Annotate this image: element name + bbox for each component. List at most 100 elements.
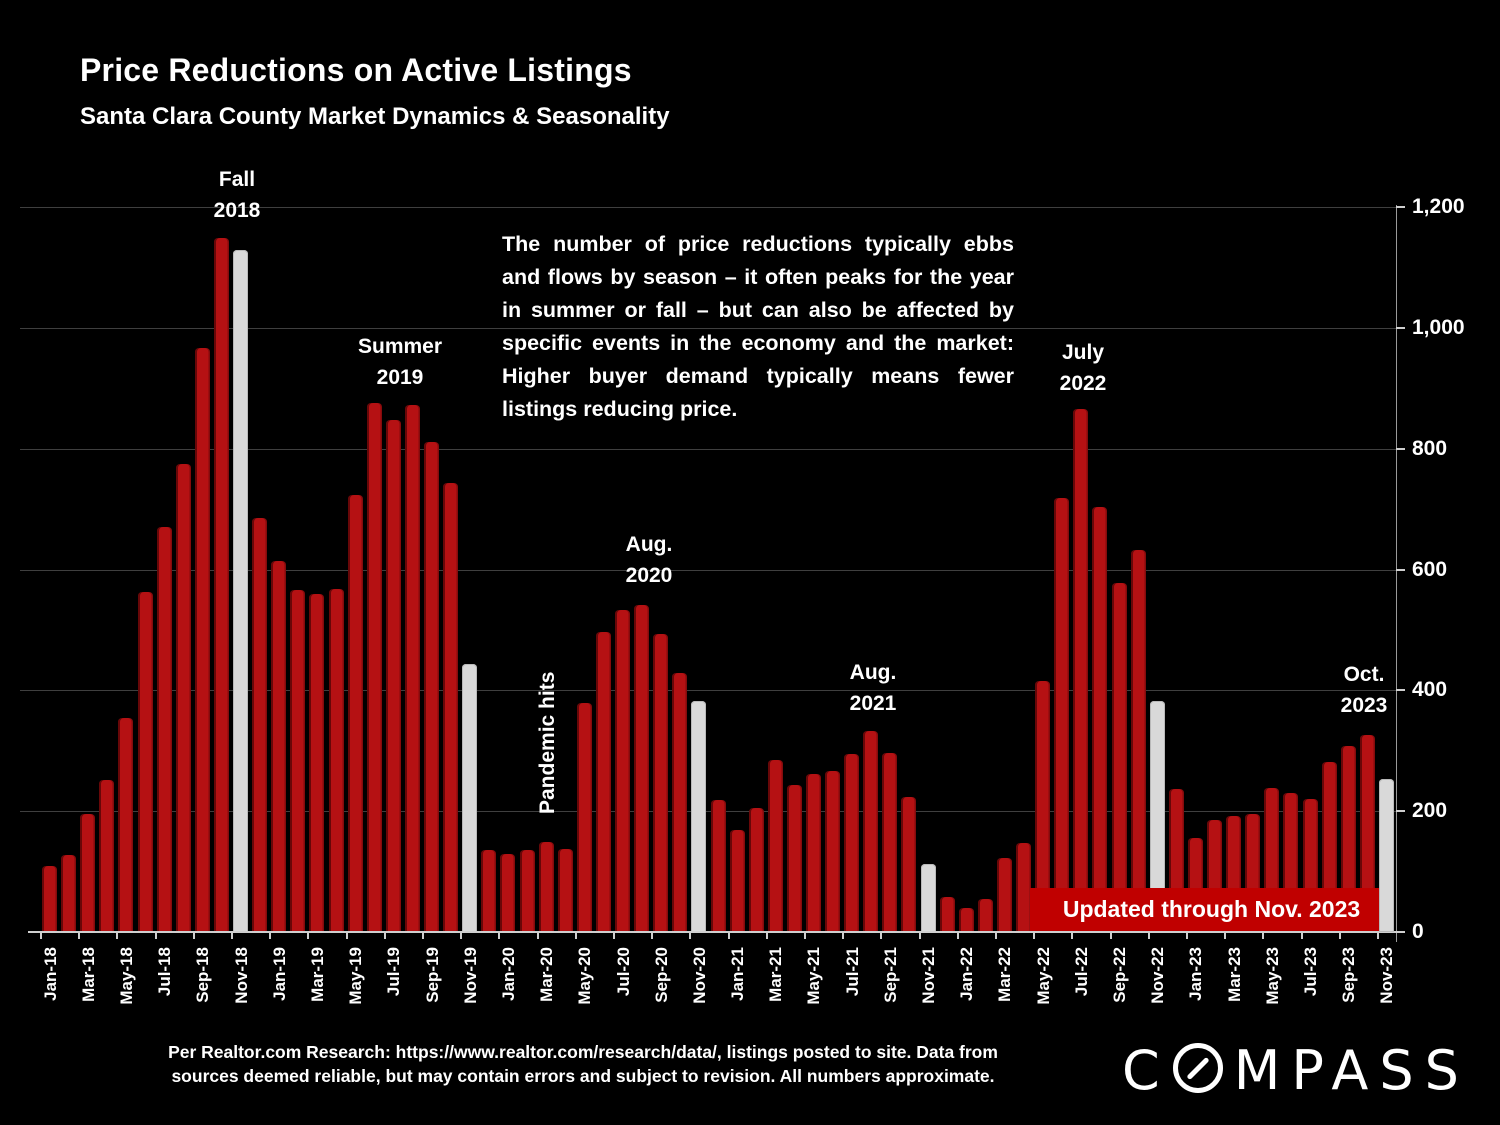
bar-Feb-21 bbox=[748, 808, 764, 932]
x-axis-label-Jan-22: Jan-22 bbox=[957, 947, 977, 1001]
annotation-aug-2020: Aug. 2020 bbox=[569, 529, 729, 591]
x-tick bbox=[1033, 932, 1036, 939]
x-tick bbox=[536, 932, 539, 939]
x-axis-label-Jan-23: Jan-23 bbox=[1186, 947, 1206, 1001]
y-axis-label-800: 800 bbox=[1412, 436, 1448, 460]
y-axis-line bbox=[1396, 205, 1397, 942]
x-axis-label-Mar-18: Mar-18 bbox=[78, 947, 98, 1002]
bar-Apr-18 bbox=[99, 780, 115, 932]
bar-Aug-18 bbox=[175, 464, 191, 932]
x-tick bbox=[192, 932, 195, 939]
bar-Mar-22 bbox=[996, 857, 1012, 932]
bar-Nov-18 bbox=[233, 249, 249, 932]
bar-Nov-20 bbox=[691, 700, 707, 932]
bar-Sep-20 bbox=[653, 634, 669, 932]
annotation-oct-2023: Oct. 2023 bbox=[1284, 659, 1444, 721]
bar-Sep-22 bbox=[1111, 583, 1127, 932]
gridline-200 bbox=[20, 811, 1396, 813]
x-tick bbox=[1300, 932, 1303, 939]
x-axis-label-Mar-23: Mar-23 bbox=[1224, 947, 1244, 1002]
footer-line-2: sources deemed reliable, but may contain… bbox=[171, 1066, 995, 1086]
annotation-line: 2018 bbox=[213, 199, 261, 222]
bar-Jul-22 bbox=[1073, 409, 1089, 932]
x-axis-label-May-22: May-22 bbox=[1033, 947, 1053, 1005]
logo-letter: P bbox=[1291, 1039, 1332, 1102]
annotation-july-2022: July 2022 bbox=[1003, 337, 1163, 399]
compass-o-needle-icon bbox=[1172, 1043, 1223, 1093]
annotation-summer-2019: Summer 2019 bbox=[320, 331, 480, 393]
annotation-aug-2021: Aug. 2021 bbox=[793, 657, 953, 719]
y-axis-label-400: 400 bbox=[1412, 678, 1448, 702]
x-axis-label-Nov-20: Nov-20 bbox=[689, 947, 709, 1004]
x-tick bbox=[918, 932, 921, 939]
footer-note: Per Realtor.com Research: https://www.re… bbox=[100, 1040, 1066, 1088]
annotation-line: 2023 bbox=[1340, 694, 1388, 717]
annotation-line: July bbox=[1061, 341, 1105, 364]
x-axis-label-Jul-23: Jul-23 bbox=[1301, 947, 1321, 997]
bar-Nov-22 bbox=[1149, 700, 1165, 932]
x-axis-label-Sep-18: Sep-18 bbox=[193, 947, 213, 1003]
x-tick bbox=[1262, 932, 1265, 939]
bar-Nov-21 bbox=[920, 864, 936, 932]
bar-Jan-19 bbox=[271, 561, 287, 932]
bar-Dec-21 bbox=[939, 896, 955, 932]
x-tick bbox=[1376, 932, 1379, 939]
annotation-line: Summer bbox=[357, 335, 443, 358]
x-tick bbox=[803, 932, 806, 939]
x-tick bbox=[1185, 932, 1188, 939]
gridline-800 bbox=[20, 448, 1396, 450]
y-axis-label-1,200: 1,200 bbox=[1412, 195, 1465, 218]
y-axis-label-200: 200 bbox=[1412, 799, 1448, 823]
annotation-line: 2022 bbox=[1059, 372, 1107, 395]
x-axis-label-Jan-19: Jan-19 bbox=[269, 947, 289, 1001]
y-tick bbox=[1396, 568, 1405, 571]
bar-Apr-21 bbox=[786, 785, 802, 932]
y-tick bbox=[1396, 931, 1405, 933]
x-axis-label-Nov-22: Nov-22 bbox=[1148, 947, 1168, 1004]
y-axis-label-1,000: 1,000 bbox=[1412, 315, 1465, 339]
y-tick bbox=[1396, 447, 1405, 450]
bar-Oct-20 bbox=[672, 673, 688, 932]
x-tick bbox=[994, 932, 997, 939]
x-axis-label-Nov-19: Nov-19 bbox=[460, 947, 480, 1004]
annotation-line: 2021 bbox=[849, 692, 897, 715]
x-tick bbox=[154, 932, 157, 939]
bar-Sep-21 bbox=[882, 752, 898, 932]
annotation-line: Pandemic hits bbox=[536, 671, 559, 814]
x-axis-label-Sep-19: Sep-19 bbox=[422, 947, 442, 1003]
annotation-line: 2019 bbox=[376, 366, 424, 389]
x-axis-label-Mar-21: Mar-21 bbox=[766, 947, 786, 1002]
x-axis-label-Jul-20: Jul-20 bbox=[613, 947, 633, 997]
y-tick bbox=[1396, 326, 1405, 329]
x-tick bbox=[1071, 932, 1074, 939]
x-tick bbox=[574, 932, 577, 939]
x-axis-label-Jul-19: Jul-19 bbox=[384, 947, 404, 997]
bar-Mar-18 bbox=[80, 813, 96, 932]
logo-letter: A bbox=[1331, 1039, 1380, 1102]
y-axis-label-0: 0 bbox=[1412, 920, 1424, 943]
bar-Jul-18 bbox=[156, 526, 172, 932]
x-axis-label-May-20: May-20 bbox=[575, 947, 595, 1005]
bar-Dec-18 bbox=[252, 517, 268, 932]
bar-Dec-20 bbox=[710, 800, 726, 932]
x-tick bbox=[1109, 932, 1112, 939]
y-axis-label-600: 600 bbox=[1412, 557, 1448, 581]
bar-Feb-22 bbox=[977, 898, 993, 932]
annotation-pandemic-hits: Pandemic hits bbox=[536, 644, 559, 814]
bar-Dec-19 bbox=[481, 849, 497, 932]
bar-Jul-21 bbox=[844, 753, 860, 932]
bar-Jan-22 bbox=[958, 907, 974, 932]
bar-Jan-20 bbox=[500, 854, 516, 932]
x-axis-label-Jan-18: Jan-18 bbox=[40, 947, 60, 1001]
x-tick bbox=[612, 932, 615, 939]
logo-letter: M bbox=[1233, 1039, 1292, 1102]
bar-Feb-20 bbox=[519, 849, 535, 932]
x-tick bbox=[727, 932, 730, 939]
bar-Sep-23 bbox=[1340, 745, 1356, 932]
bar-Apr-20 bbox=[557, 849, 573, 932]
commentary-paragraph: The number of price reductions typically… bbox=[502, 232, 1014, 421]
y-tick bbox=[1396, 810, 1405, 813]
bar-Oct-21 bbox=[901, 796, 917, 932]
x-axis-label-Jan-20: Jan-20 bbox=[498, 947, 518, 1001]
